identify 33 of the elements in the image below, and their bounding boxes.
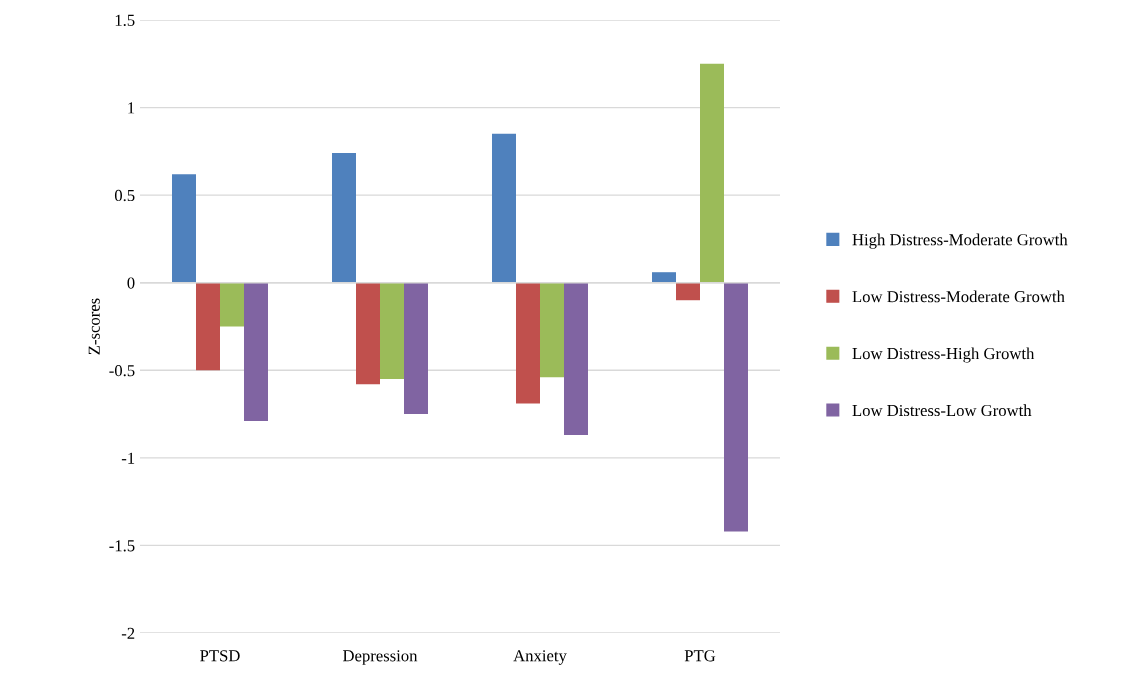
y-tick-label: -0.5: [109, 364, 135, 377]
y-tick-label: -1.5: [109, 540, 135, 552]
bar: [380, 282, 404, 380]
bar: [676, 282, 700, 301]
bar: [172, 174, 196, 283]
x-tick-label: PTSD: [200, 650, 240, 662]
x-tick-label: Anxiety: [513, 650, 567, 665]
bar: [564, 282, 588, 436]
legend-label: Low Distress-High Growth: [852, 347, 1035, 363]
y-tick-label: 1.5: [115, 14, 135, 27]
legend-label: Low Distress-Moderate Growth: [852, 290, 1065, 303]
bar: [724, 282, 748, 532]
bar: [196, 282, 220, 371]
x-tick-label: Depression: [342, 650, 418, 665]
y-tick-label: 0: [127, 277, 135, 289]
y-tick-label: 1: [128, 102, 135, 114]
bar: [652, 272, 676, 283]
y-tick-label: 0.5: [114, 189, 135, 202]
bar: [404, 282, 428, 415]
x-tick-label: PTG: [684, 650, 716, 662]
legend-label: High Distress-Moderate Growth: [852, 233, 1068, 249]
bar: [492, 133, 516, 283]
y-axis-title: Z-scores: [88, 298, 100, 355]
legend-label: Low Distress-Low Growth: [852, 404, 1032, 417]
bar: [700, 63, 724, 283]
bar: [220, 282, 244, 327]
bar: [244, 282, 268, 422]
bar: [516, 282, 540, 404]
bar: [540, 282, 564, 378]
y-tick-label: -2: [121, 627, 135, 639]
bar: [332, 153, 356, 283]
y-tick-label: -1: [121, 452, 135, 464]
bar: [356, 282, 380, 385]
